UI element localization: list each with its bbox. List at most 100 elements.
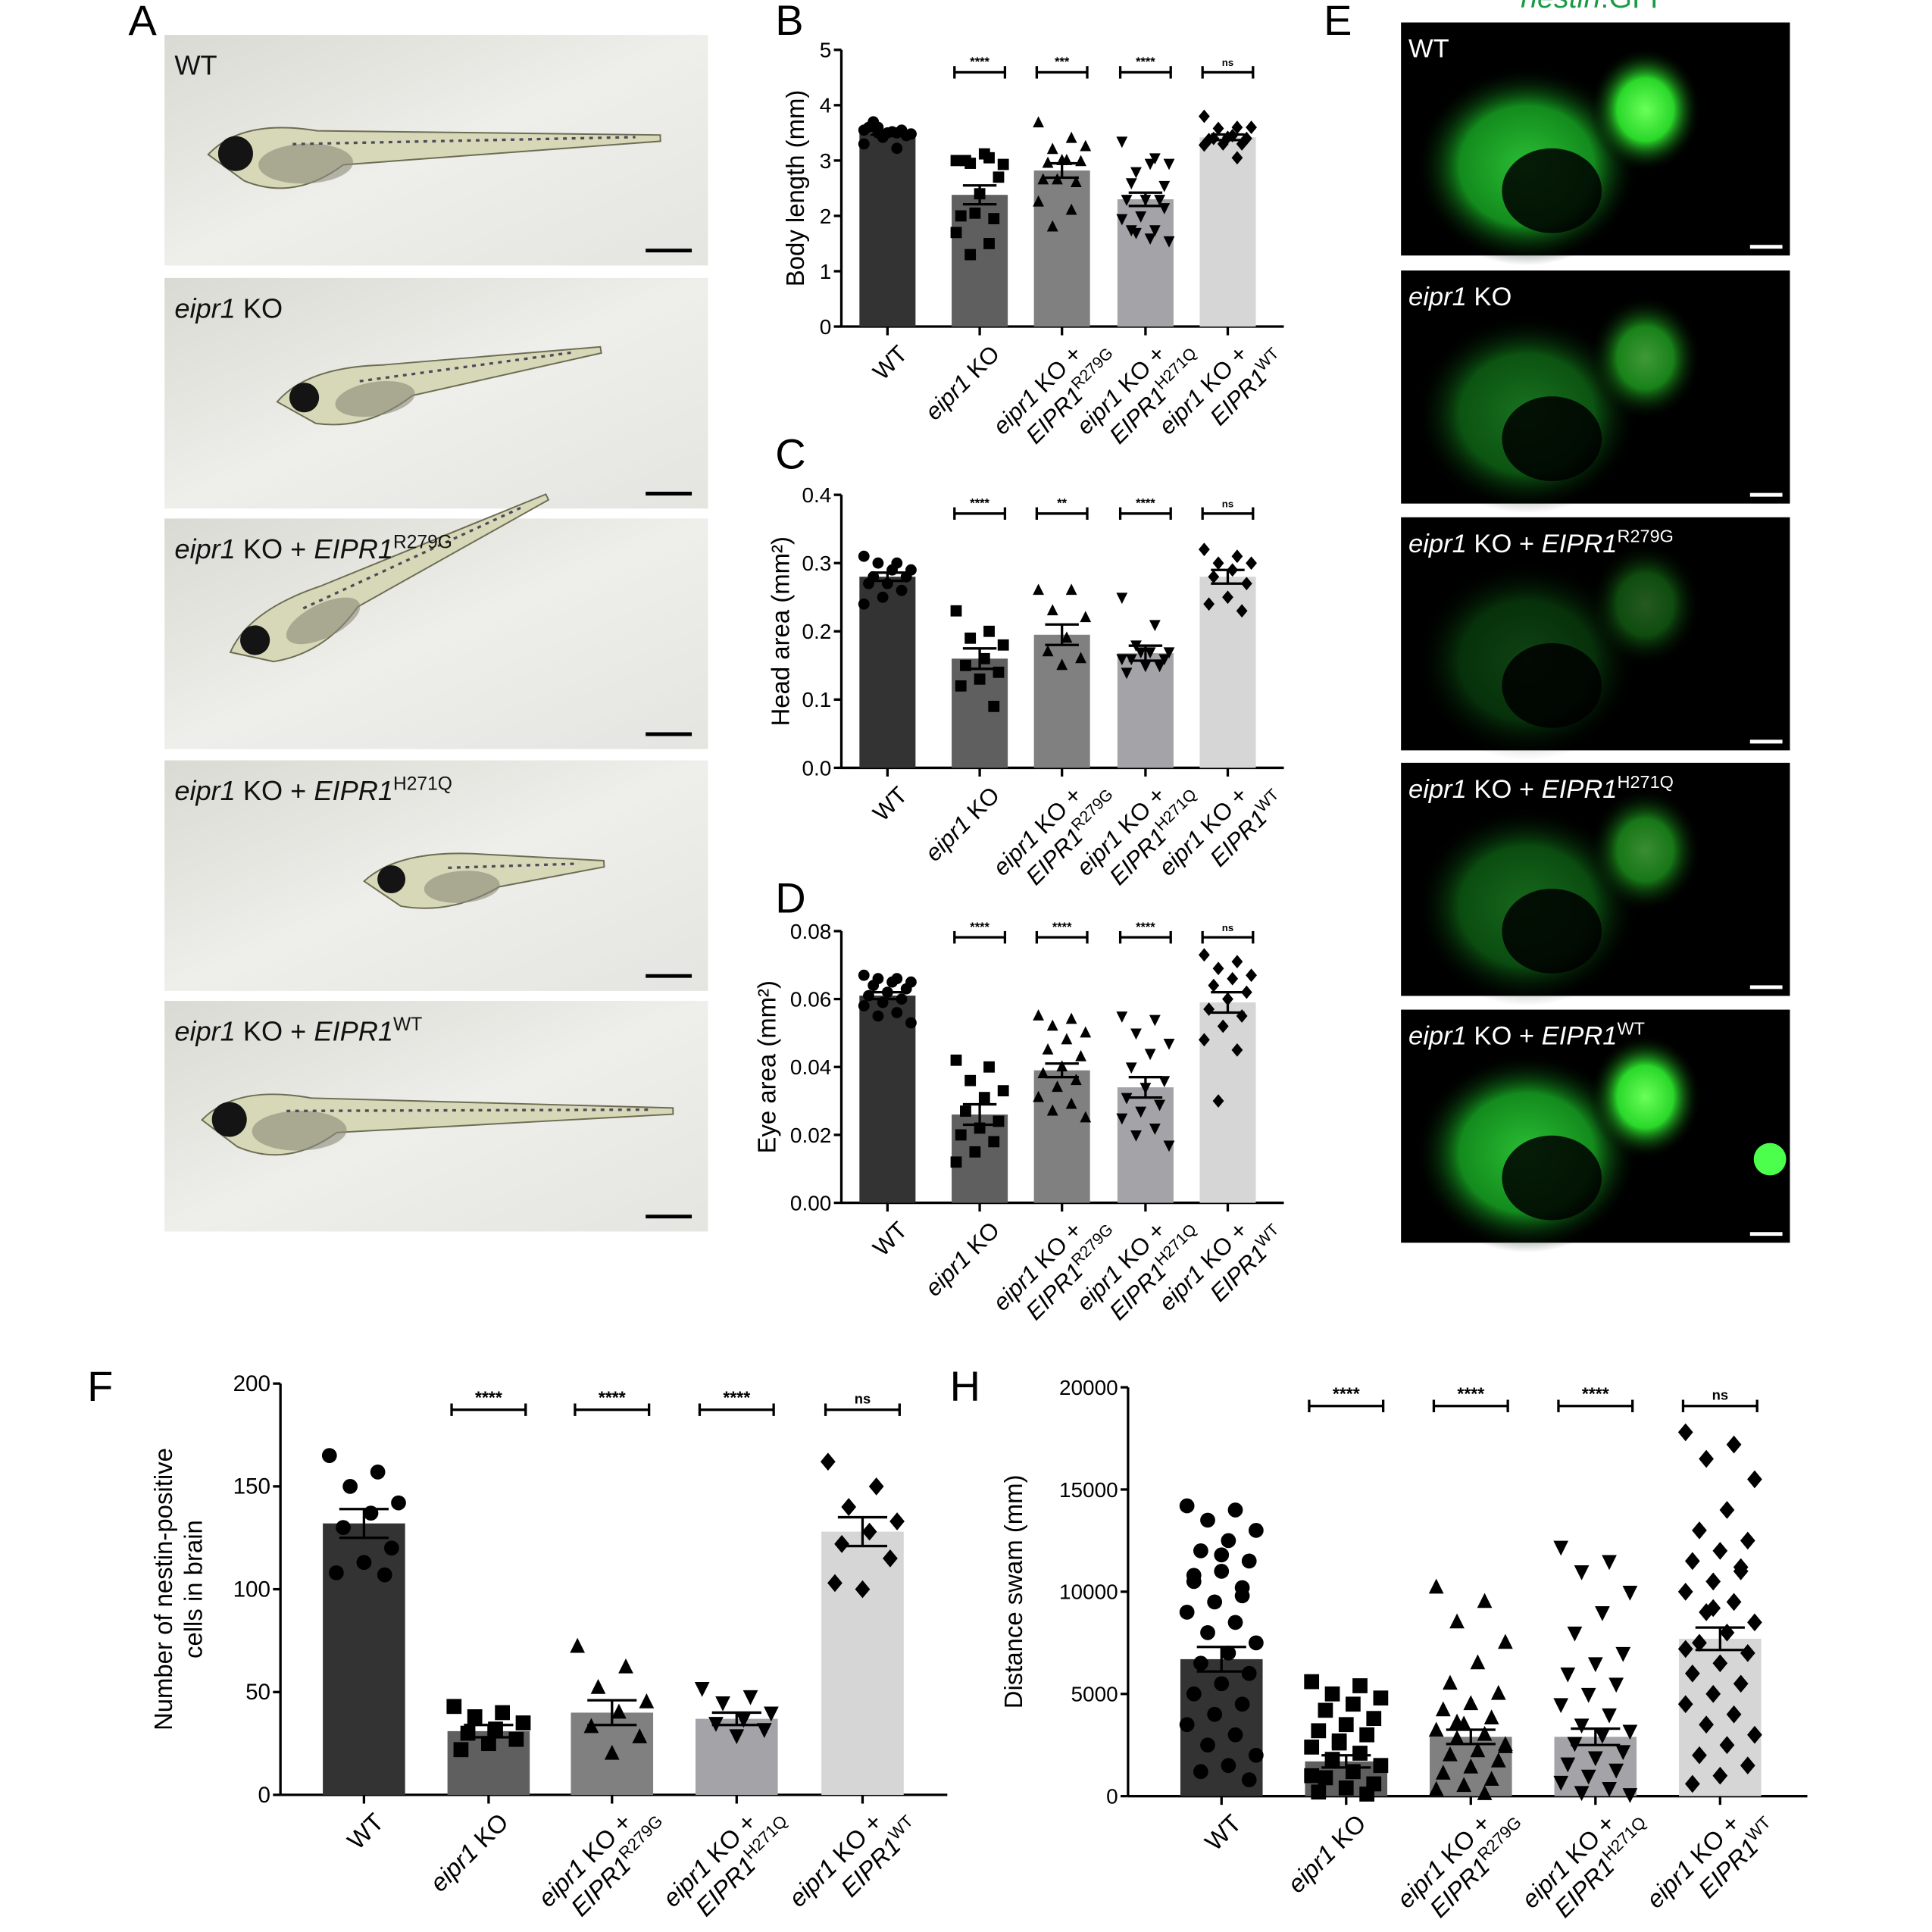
label-text: WT bbox=[342, 1808, 389, 1855]
data-point-tridown bbox=[1560, 1667, 1576, 1683]
label-italic: eipr1 bbox=[1408, 283, 1467, 311]
data-point-square bbox=[481, 1736, 496, 1752]
data-point-tridown bbox=[742, 1690, 758, 1705]
fluorescence-image: eipr1 KO + EIPR1H271Q bbox=[1401, 762, 1790, 1006]
label-gene: EIPR1 bbox=[1542, 1022, 1618, 1051]
data-point-circle bbox=[868, 980, 880, 992]
gfp-brain-cluster bbox=[1589, 295, 1702, 420]
data-point-tridown bbox=[1116, 592, 1128, 605]
data-point-circle bbox=[858, 1000, 870, 1011]
data-point-square bbox=[950, 1156, 962, 1168]
data-point-tridown bbox=[1130, 1130, 1142, 1142]
data-point-triangle bbox=[1056, 658, 1068, 671]
gfp-brain-cluster bbox=[1589, 1034, 1702, 1159]
data-point-circle bbox=[896, 584, 908, 596]
data-point-diamond bbox=[1236, 604, 1248, 618]
data-point-diamond bbox=[1677, 1583, 1693, 1601]
data-point-square bbox=[1346, 1696, 1361, 1712]
x-label: eipr1 KO bbox=[920, 340, 1005, 425]
data-point-square bbox=[1304, 1740, 1320, 1755]
x-tick-label: eipr1 KO bbox=[424, 1808, 514, 1897]
y-tick-label: 0.3 bbox=[802, 552, 831, 575]
data-point-square bbox=[1304, 1768, 1320, 1784]
image-label: eipr1 KO + EIPR1H271Q bbox=[1408, 772, 1674, 804]
data-point-tridown bbox=[1130, 1028, 1142, 1040]
data-point-triangle bbox=[1052, 1080, 1063, 1093]
data-point-tridown bbox=[1587, 1751, 1603, 1767]
bar-3 bbox=[1117, 199, 1174, 327]
data-point-diamond bbox=[1198, 138, 1210, 152]
data-point-tridown bbox=[764, 1706, 779, 1722]
data-point-diamond bbox=[1231, 1043, 1243, 1057]
data-point-triangle bbox=[1061, 631, 1073, 643]
y-tick-label: 0.08 bbox=[790, 920, 831, 943]
label-gene: EIPR1 bbox=[314, 1016, 393, 1047]
data-point-triangle bbox=[1470, 1742, 1486, 1758]
data-point-diamond bbox=[1726, 1435, 1742, 1454]
data-point-circle bbox=[1214, 1547, 1230, 1563]
x-label: WT bbox=[868, 1217, 912, 1261]
data-point-diamond bbox=[868, 1477, 884, 1496]
data-point-diamond bbox=[1677, 1695, 1693, 1714]
data-point-tridown bbox=[1553, 1540, 1569, 1556]
data-point-diamond bbox=[1705, 1572, 1721, 1591]
data-point-diamond bbox=[1712, 1654, 1728, 1673]
y-tick-label: 5000 bbox=[1071, 1683, 1118, 1706]
data-point-triangle bbox=[1061, 1033, 1073, 1045]
label-text: KO + bbox=[1467, 775, 1542, 804]
data-point-circle bbox=[391, 1495, 406, 1511]
label-text: KO + bbox=[236, 533, 314, 564]
panel-label-next: C bbox=[131, 1928, 161, 1932]
data-point-tridown bbox=[1574, 1786, 1590, 1802]
data-point-square bbox=[1373, 1758, 1389, 1774]
data-point-square bbox=[1324, 1686, 1340, 1702]
data-point-tridown bbox=[1615, 1745, 1631, 1761]
panel-e-title: nestin:GFP bbox=[1521, 0, 1670, 14]
data-point-diamond bbox=[1677, 1423, 1693, 1442]
data-point-square bbox=[955, 1129, 967, 1141]
data-point-tridown bbox=[1149, 620, 1161, 632]
data-point-square bbox=[978, 1092, 990, 1104]
data-point-tridown bbox=[1622, 1585, 1638, 1601]
data-point-circle bbox=[1179, 1717, 1195, 1733]
y-tick-label: 4 bbox=[820, 94, 832, 117]
data-point-square bbox=[997, 1085, 1009, 1097]
data-point-tridown bbox=[736, 1712, 752, 1728]
x-tick-label: eipr1 KO +EIPR1H271Q bbox=[1516, 1809, 1650, 1922]
panel-label-h: H bbox=[950, 1362, 980, 1410]
significance-label: **** bbox=[1333, 1384, 1360, 1404]
data-point-triangle bbox=[611, 1703, 627, 1719]
y-tick-label: 2 bbox=[820, 205, 832, 228]
x-label: WT bbox=[868, 340, 912, 385]
panel-label-e: E bbox=[1324, 0, 1352, 44]
label-text: KO bbox=[236, 293, 283, 324]
data-point-triangle bbox=[1046, 220, 1058, 232]
data-point-tridown bbox=[1608, 1677, 1624, 1693]
data-point-tridown bbox=[1602, 1781, 1617, 1797]
label-gene: EIPR1 bbox=[1542, 530, 1618, 558]
data-point-diamond bbox=[1231, 151, 1243, 165]
data-point-square bbox=[974, 673, 986, 685]
data-point-tridown bbox=[1154, 195, 1165, 206]
significance-label: ns bbox=[1222, 57, 1233, 68]
data-point-tridown bbox=[1615, 1646, 1631, 1662]
data-point-triangle bbox=[1033, 583, 1044, 596]
data-point-triangle bbox=[590, 1679, 606, 1694]
data-point-circle bbox=[872, 127, 884, 139]
data-point-square bbox=[515, 1715, 531, 1730]
data-point-circle bbox=[356, 1555, 372, 1571]
data-point-triangle bbox=[1477, 1725, 1493, 1741]
data-point-triangle bbox=[1046, 1104, 1058, 1116]
data-point-triangle bbox=[604, 1744, 620, 1760]
significance-label: **** bbox=[1457, 1384, 1484, 1404]
data-point-circle bbox=[1248, 1635, 1264, 1651]
data-point-diamond bbox=[1231, 120, 1243, 134]
data-point-triangle bbox=[1477, 1785, 1493, 1800]
data-point-circle bbox=[1221, 1645, 1236, 1661]
data-point-diamond bbox=[1227, 971, 1239, 986]
label-superscript: WT bbox=[1617, 1019, 1645, 1039]
image-label: eipr1 KO + EIPR1H271Q bbox=[174, 774, 452, 806]
data-point-circle bbox=[1227, 1615, 1243, 1630]
label-gene: EIPR1 bbox=[314, 775, 393, 806]
